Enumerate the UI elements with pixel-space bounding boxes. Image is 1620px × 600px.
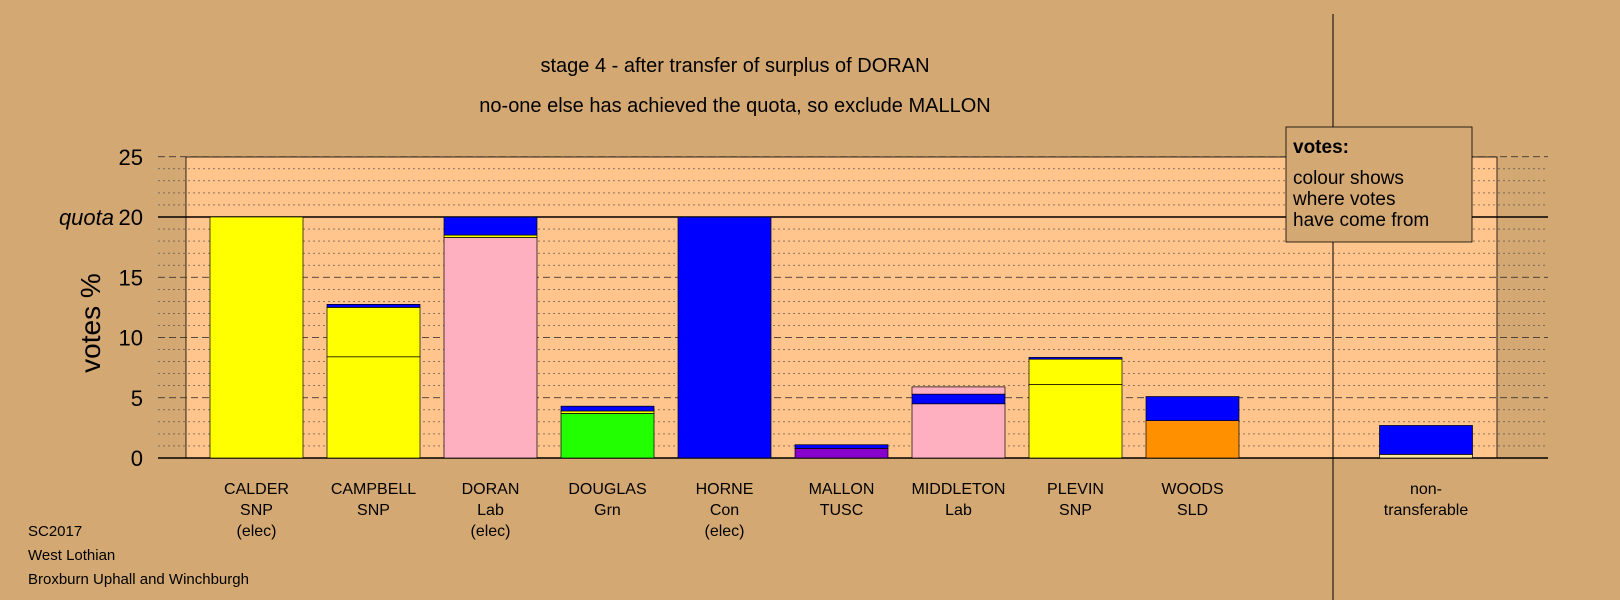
bar-woods	[1145, 396, 1240, 459]
candidate-party-label: Con	[710, 502, 739, 519]
y-tick-label: 15	[119, 265, 143, 290]
bar-segment	[911, 393, 1006, 405]
legend-line-2: where votes	[1292, 189, 1395, 210]
y-tick-label: 10	[119, 326, 143, 351]
candidate-name-label: DOUGLAS	[568, 481, 646, 498]
bar-segment	[1028, 384, 1123, 459]
bar-segment	[911, 403, 1006, 459]
y-tick-label: 20	[119, 205, 143, 230]
bar-segment	[326, 304, 421, 308]
candidate-status-label: (elec)	[236, 523, 276, 540]
candidate-name-label: WOODS	[1161, 481, 1223, 498]
bar-segment	[1028, 357, 1123, 360]
candidate-name-label: DORAN	[462, 481, 520, 498]
bar-nontransferable	[1379, 425, 1473, 459]
bar-segment	[794, 448, 889, 459]
y-tick-label: 5	[131, 386, 143, 411]
legend: votes: colour shows where votes have com…	[1285, 126, 1473, 243]
candidate-party-label: SNP	[1059, 502, 1092, 519]
bar-segment	[911, 386, 1006, 395]
candidate-name-label: MIDDLETON	[912, 481, 1006, 498]
legend-box	[1285, 126, 1473, 243]
y-tick-label: 0	[131, 446, 143, 471]
candidate-party-label: SLD	[1177, 502, 1208, 519]
candidate-party-label: SNP	[240, 502, 273, 519]
candidate-party-label: Lab	[477, 502, 504, 519]
bar-segment	[443, 234, 538, 238]
candidate-party-label: transferable	[1384, 502, 1469, 519]
y-tick-label: 25	[119, 145, 143, 170]
bar-segment	[560, 405, 655, 412]
chart-subtitle: no-one else has achieved the quota, so e…	[479, 95, 990, 117]
candidate-name-label: MALLON	[809, 481, 875, 498]
bar-segment	[443, 216, 538, 236]
bar-plevin	[1028, 357, 1123, 459]
y-axis: 0 5 10 15 20 25	[119, 145, 143, 471]
bar-segment	[1145, 420, 1240, 459]
bar-segment	[560, 413, 655, 459]
bar-campbell	[326, 304, 421, 459]
candidate-name-label: CALDER	[224, 481, 289, 498]
candidate-name-label: PLEVIN	[1047, 481, 1104, 498]
y-axis-label: votes %	[75, 273, 106, 373]
legend-line-3: have come from	[1293, 210, 1429, 231]
candidate-party-label: SNP	[357, 502, 390, 519]
x-axis-labels: CALDER SNP (elec) CAMPBELL SNP DORAN Lab (elec)…	[224, 481, 1468, 540]
bar-middleton	[911, 386, 1006, 459]
candidate-name-label: CAMPBELL	[331, 481, 416, 498]
bar-segment	[794, 444, 889, 449]
bar-calder	[209, 216, 304, 459]
candidate-name-label: non-	[1410, 481, 1442, 498]
bar-horne	[677, 216, 772, 459]
chart-title: stage 4 - after transfer of surplus of D…	[540, 55, 929, 77]
bar-segment	[326, 307, 421, 358]
bars	[209, 216, 1473, 459]
candidate-status-label: (elec)	[470, 523, 510, 540]
bar-segment	[677, 216, 772, 459]
quota-label: quota	[59, 205, 114, 230]
candidate-party-label: TUSC	[820, 502, 864, 519]
bar-segment	[1379, 425, 1473, 455]
footer-council: West Lothian	[28, 547, 115, 564]
bar-mallon	[794, 444, 889, 459]
bar-segment	[560, 410, 655, 414]
bar-segment	[1379, 454, 1473, 459]
bar-segment	[1145, 396, 1240, 421]
bar-douglas	[560, 405, 655, 459]
bar-doran	[443, 216, 538, 459]
footer-election: SC2017	[28, 523, 82, 540]
bar-segment	[443, 237, 538, 459]
candidate-name-label: HORNE	[696, 481, 754, 498]
bar-segment	[326, 356, 421, 459]
candidate-status-label: (elec)	[704, 523, 744, 540]
candidate-party-label: Lab	[945, 502, 972, 519]
candidate-party-label: Grn	[594, 502, 621, 519]
bar-segment	[209, 216, 304, 459]
legend-line-1: colour shows	[1293, 168, 1404, 189]
legend-title: votes:	[1293, 137, 1349, 158]
bar-segment	[1028, 358, 1123, 385]
footer-ward: Broxburn Uphall and Winchburgh	[28, 571, 249, 588]
